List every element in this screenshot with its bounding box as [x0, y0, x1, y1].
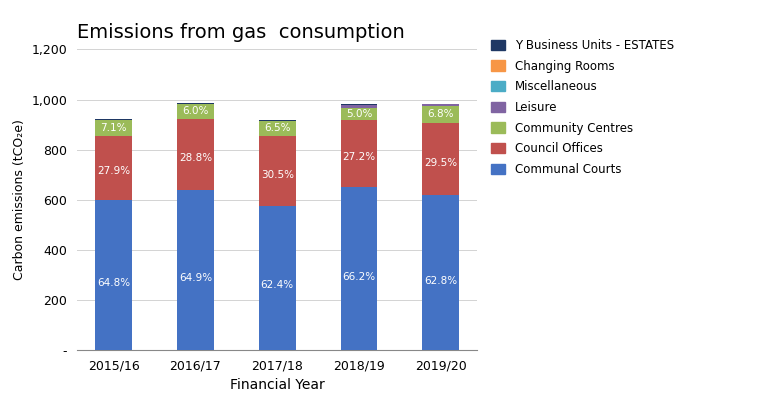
Bar: [177, 190, 214, 350]
Text: 6.8%: 6.8%: [427, 109, 454, 119]
Bar: [259, 119, 296, 121]
Text: 5.0%: 5.0%: [346, 109, 372, 119]
Bar: [340, 108, 377, 120]
Text: 27.9%: 27.9%: [97, 166, 130, 176]
Y-axis label: Carbon emissions (tCO₂e): Carbon emissions (tCO₂e): [13, 119, 26, 280]
Bar: [340, 120, 377, 187]
Text: 6.5%: 6.5%: [264, 124, 290, 133]
Bar: [177, 119, 214, 190]
Text: 62.4%: 62.4%: [260, 281, 294, 290]
Bar: [423, 195, 459, 350]
X-axis label: Financial Year: Financial Year: [229, 379, 325, 393]
Bar: [259, 136, 296, 206]
Bar: [95, 136, 132, 201]
Bar: [95, 119, 132, 136]
Text: 62.8%: 62.8%: [424, 276, 457, 286]
Text: 30.5%: 30.5%: [261, 170, 293, 180]
Bar: [340, 103, 377, 105]
Text: 66.2%: 66.2%: [343, 272, 376, 282]
Text: 28.8%: 28.8%: [179, 153, 212, 163]
Text: Emissions from gas  consumption: Emissions from gas consumption: [77, 23, 405, 42]
Text: 64.8%: 64.8%: [97, 278, 130, 288]
Bar: [177, 103, 214, 104]
Bar: [259, 121, 296, 136]
Bar: [340, 187, 377, 350]
Text: 6.0%: 6.0%: [182, 106, 209, 116]
Bar: [340, 105, 377, 108]
Bar: [95, 201, 132, 350]
Bar: [423, 103, 459, 106]
Legend: Y Business Units - ESTATES, Changing Rooms, Miscellaneous, Leisure, Community Ce: Y Business Units - ESTATES, Changing Roo…: [491, 39, 674, 176]
Text: 29.5%: 29.5%: [424, 157, 457, 168]
Bar: [423, 122, 459, 195]
Bar: [259, 206, 296, 350]
Text: 64.9%: 64.9%: [179, 273, 212, 283]
Bar: [423, 106, 459, 122]
Text: 27.2%: 27.2%: [343, 152, 376, 162]
Bar: [177, 104, 214, 119]
Text: 7.1%: 7.1%: [100, 123, 127, 133]
